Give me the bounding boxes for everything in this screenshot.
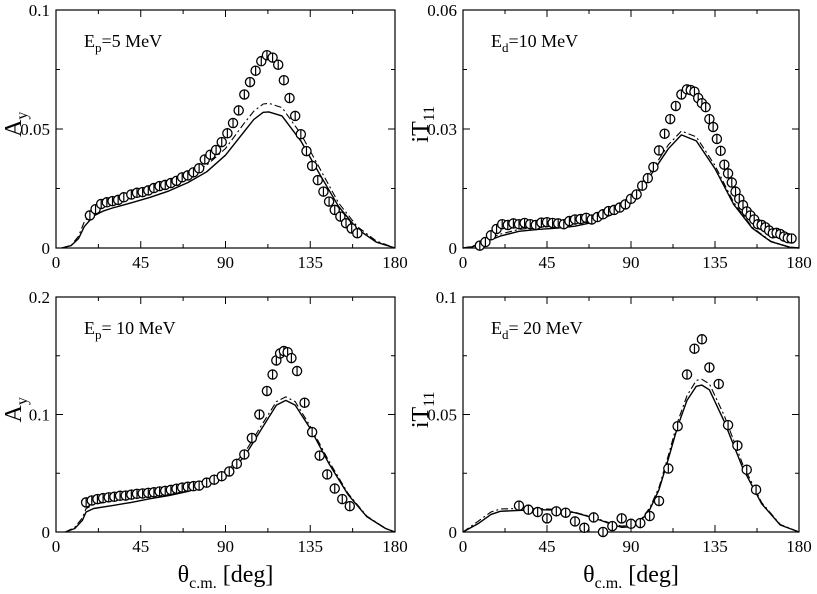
y-label-sub: y xyxy=(14,397,31,405)
x-tick-label: 0 xyxy=(52,253,61,272)
y-axis-label: iT11 xyxy=(408,106,438,143)
data-points xyxy=(84,49,363,239)
y-label-sub: y xyxy=(14,112,31,120)
energy-label-main: E xyxy=(491,318,502,338)
x-axis-label: θc.m. [deg] xyxy=(178,562,274,592)
x-tick-label: 90 xyxy=(623,253,640,272)
y-tick-label: 0 xyxy=(449,523,458,542)
y-axis-label-text: iT11 xyxy=(408,106,438,143)
x-axis-label: θc.m. [deg] xyxy=(583,562,679,592)
x-tick-label: 180 xyxy=(382,253,408,272)
x-tick-label: 0 xyxy=(459,537,468,556)
y-axis-label: iT11 xyxy=(408,391,438,428)
x-tick-label: 0 xyxy=(52,537,61,556)
y-tick-label: 0.1 xyxy=(29,1,50,20)
y-label-main: A xyxy=(1,119,27,137)
x-tick-label: 135 xyxy=(702,253,728,272)
theory-curve-dashdot xyxy=(462,130,800,249)
energy-label-sub: d xyxy=(502,327,509,342)
energy-label-tail: = 20 MeV xyxy=(509,318,583,338)
y-axis-label: Ay xyxy=(1,397,31,422)
y-tick-label: 0.1 xyxy=(29,406,50,425)
energy-label-tail: = 10 MeV xyxy=(102,318,176,338)
x-label-sub: c.m. xyxy=(595,575,623,592)
y-label-sub: 11 xyxy=(421,391,438,406)
x-tick-label: 135 xyxy=(298,537,324,556)
theory-curve-solid xyxy=(462,384,800,533)
energy-label-main: E xyxy=(84,318,95,338)
energy-label-main: E xyxy=(84,31,95,51)
y-tick-label: 0.2 xyxy=(29,288,50,307)
energy-label: Ep= 10 MeV xyxy=(84,318,176,342)
chart-panel-3: 0 45 90 135 180 0 0.1 0.2 Ep= 10 MeV Ay θc.m. [deg… xyxy=(1,288,408,592)
x-tick-label: 45 xyxy=(539,537,556,556)
data-points xyxy=(474,84,797,251)
y-label-main: A xyxy=(1,404,27,422)
x-tick-label: 0 xyxy=(459,253,468,272)
y-tick-label: 0.06 xyxy=(427,1,457,20)
x-label-sub: c.m. xyxy=(189,575,217,592)
x-tick-label: 90 xyxy=(217,537,234,556)
x-label-symbol: θ xyxy=(583,562,595,588)
data-points xyxy=(513,334,762,538)
theory-curve-dashdot xyxy=(462,378,800,533)
x-tick-label: 180 xyxy=(786,537,812,556)
x-tick-label: 90 xyxy=(217,253,234,272)
x-label-symbol: θ xyxy=(178,562,190,588)
theory-curve-solid xyxy=(462,134,800,249)
x-label-unit: [deg] xyxy=(217,562,274,588)
y-label-main: iT xyxy=(408,406,434,428)
chart-panel-2: 0 45 90 135 180 0 0.03 0.06 Ed=10 MeV iT11 xyxy=(408,1,812,272)
y-tick-label: 0.05 xyxy=(427,406,457,425)
theory-curve-dashdot xyxy=(65,396,396,533)
energy-label-sub: p xyxy=(95,40,102,55)
energy-label: Ed= 20 MeV xyxy=(491,318,583,342)
theory-curve-solid xyxy=(65,399,396,533)
x-tick-label: 45 xyxy=(132,253,149,272)
energy-label: Ed=10 MeV xyxy=(491,31,578,55)
energy-label: Ep=5 MeV xyxy=(84,31,162,55)
x-tick-label: 180 xyxy=(786,253,812,272)
x-label-unit: [deg] xyxy=(622,562,679,588)
y-axis-label: Ay xyxy=(1,112,31,137)
y-label-sub: 11 xyxy=(421,106,438,121)
y-tick-label: 0 xyxy=(449,239,458,258)
x-tick-label: 135 xyxy=(702,537,728,556)
x-tick-label: 45 xyxy=(132,537,149,556)
data-points xyxy=(80,345,356,512)
chart-panel-1: 0 45 90 135 180 0 0.05 0.1 Ep=5 MeV Ay xyxy=(1,1,408,272)
x-tick-label: 45 xyxy=(539,253,556,272)
y-tick-label: 0.03 xyxy=(427,120,457,139)
energy-label-main: E xyxy=(491,31,502,51)
y-axis-label-text: Ay xyxy=(1,112,31,137)
y-tick-label: 0.05 xyxy=(20,120,50,139)
y-axis-label-text: iT11 xyxy=(408,391,438,428)
energy-label-sub: d xyxy=(502,40,509,55)
energy-label-tail: =10 MeV xyxy=(509,31,579,51)
y-label-main: iT xyxy=(408,121,434,143)
energy-label-sub: p xyxy=(95,327,102,342)
x-tick-label: 180 xyxy=(382,537,408,556)
y-tick-label: 0 xyxy=(42,239,51,258)
y-tick-label: 0.1 xyxy=(436,288,457,307)
x-tick-label: 135 xyxy=(298,253,324,272)
chart-panel-4: 0 45 90 135 180 0 0.05 0.1 Ed= 20 MeV iT11 θc.m. [… xyxy=(408,288,812,592)
x-tick-label: 90 xyxy=(623,537,640,556)
y-axis-label-text: Ay xyxy=(1,397,31,422)
energy-label-tail: =5 MeV xyxy=(102,31,163,51)
y-tick-label: 0 xyxy=(42,523,51,542)
